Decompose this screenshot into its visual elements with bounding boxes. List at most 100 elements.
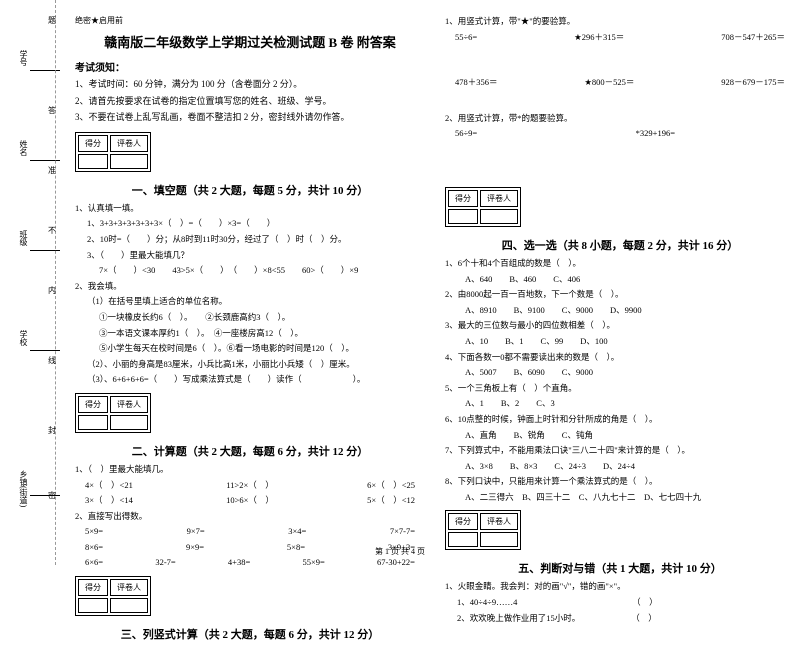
question: 8、下列口诀中，只能用来计算一个乘法算式的是（ ）。 <box>445 475 795 489</box>
seal-char: 答 <box>48 105 56 116</box>
score-box: 得分评卷人 <box>75 576 151 616</box>
score-label: 得分 <box>78 396 108 413</box>
notice-heading: 考试须知： <box>75 59 425 74</box>
seal-line <box>55 0 56 565</box>
grader-label: 评卷人 <box>110 135 148 152</box>
calc-item: 5×9= <box>85 525 103 539</box>
calc-item: 56÷9= <box>455 127 477 141</box>
question: 6、10点整的时候，钟面上时针和分针所成的角是（ ）。 <box>445 413 795 427</box>
question: （3）、6+6+6+6=（ ）写成乘法算式是（ ）读作（ ）。 <box>75 373 425 387</box>
exam-title: 赣南版二年级数学上学期过关检测试题 B 卷 附答案 <box>75 32 425 51</box>
question: 2、我会填。 <box>75 280 425 294</box>
calc-item: 5×（ ）<12 <box>367 494 415 508</box>
question: 1、3+3+3+3+3+3+3×（ ）=（ ）×3=（ ） <box>75 217 425 231</box>
question: 1、（ ）里最大能填几。 <box>75 463 425 477</box>
question: 1、6个十和4个百组成的数是（ ）。 <box>445 257 795 271</box>
section-title: 五、判断对与错（共 1 大题，共计 10 分） <box>445 560 795 576</box>
calc-row: 4×（ ）<21 11>2×（ ） 6×（ ）<25 <box>75 479 425 493</box>
section-title: 一、填空题（共 2 大题，每题 5 分，共计 10 分） <box>75 182 425 198</box>
question: （2）、小丽的身高是83厘米，小兵比高1米，小丽比小兵矮（ ）厘米。 <box>75 358 425 372</box>
margin-label: 姓名 <box>18 140 29 156</box>
margin-label: 学号 <box>18 50 29 66</box>
options: A、10 B、1 C、99 D、100 <box>445 335 795 349</box>
calc-item: 6×6= <box>85 556 103 570</box>
calc-item: 32-7= <box>155 556 175 570</box>
score-label: 得分 <box>78 135 108 152</box>
calc-item: 10>6×（ ） <box>226 494 274 508</box>
question: 2、欢欢晚上做作业用了15小时。 （ ） <box>445 612 795 626</box>
question: 7、下列算式中，不能用乘法口诀"三八二十四"来计算的是（ ）。 <box>445 444 795 458</box>
calc-item: *329+196= <box>636 127 675 141</box>
calc-row: 56÷9= *329+196= <box>445 127 795 141</box>
notice-item: 3、不要在试卷上乱写乱画，卷面不整洁扣 2 分，密封线外请勿作答。 <box>75 111 425 124</box>
grader-label: 评卷人 <box>110 579 148 596</box>
score-label: 得分 <box>78 579 108 596</box>
question: 1、火眼金睛。我会判：对的画"√"，错的画"×"。 <box>445 580 795 594</box>
calc-row: 478＋356＝ ★800－525＝ 928－679－175＝ <box>445 76 795 90</box>
question: ⑤小学生每天在校时间是6（ ）。⑥看一场电影的时间是120（ ）。 <box>75 342 425 356</box>
calc-item: 55÷6= <box>455 31 477 45</box>
calc-item: ★296＋315＝ <box>574 31 624 45</box>
seal-char: 准 <box>48 165 56 176</box>
question: 3、最大的三位数与最小的四位数相差（ ）。 <box>445 319 795 333</box>
seal-char: 内 <box>48 285 56 296</box>
grader-label: 评卷人 <box>480 190 518 207</box>
binding-margin: 学号 姓名 班级 学校 乡镇(街道) <box>0 0 70 565</box>
calc-item: 7×7-7= <box>390 525 415 539</box>
calc-item: 3×4= <box>288 525 306 539</box>
calc-item: 3×（ ）<14 <box>85 494 133 508</box>
options: A、1 B、2 C、3 <box>445 397 795 411</box>
calc-item: 4×（ ）<21 <box>85 479 133 493</box>
options: A、5007 B、6090 C、9000 <box>445 366 795 380</box>
calc-item: 9×7= <box>187 525 205 539</box>
question: 4、下面各数一0都不需要读出来的数是（ ）。 <box>445 351 795 365</box>
calc-item: 6×（ ）<25 <box>367 479 415 493</box>
calc-item: 11>2×（ ） <box>226 479 274 493</box>
seal-char: 题 <box>48 15 56 26</box>
score-box: 得分评卷人 <box>75 393 151 433</box>
calc-item: 55×9= <box>302 556 324 570</box>
question: 2、用竖式计算，带*的题要验算。 <box>445 112 795 126</box>
question: 2、由8000起一百一百地数，下一个数是（ ）。 <box>445 288 795 302</box>
options: A、640 B、460 C、406 <box>445 273 795 287</box>
grader-label: 评卷人 <box>110 396 148 413</box>
question: ③一本语文课本厚约1（ ）。 ④一座楼房高12（ ）。 <box>75 327 425 341</box>
page-footer: 第 1 页 共 4 页 <box>0 546 800 557</box>
question: 3、（ ）里最大能填几？ <box>75 249 425 263</box>
score-label: 得分 <box>448 513 478 530</box>
score-box: 得分评卷人 <box>445 510 521 550</box>
grader-label: 评卷人 <box>480 513 518 530</box>
options: A、8910 B、9100 C、9000 D、9900 <box>445 304 795 318</box>
options: A、直角 B、锐角 C、钝角 <box>445 429 795 443</box>
calc-row: 3×（ ）<14 10>6×（ ） 5×（ ）<12 <box>75 494 425 508</box>
calc-item: 928－679－175＝ <box>721 76 785 90</box>
section-title: 二、计算题（共 2 大题，每题 6 分，共计 12 分） <box>75 443 425 459</box>
section-title: 四、选一选（共 8 小题，每题 2 分，共计 16 分） <box>445 237 795 253</box>
score-box: 得分评卷人 <box>75 132 151 172</box>
calc-item: 478＋356＝ <box>455 76 498 90</box>
notice-item: 2、请首先按要求在试卷的指定位置填写您的姓名、班级、学号。 <box>75 95 425 108</box>
score-label: 得分 <box>448 190 478 207</box>
seal-char: 线 <box>48 355 56 366</box>
question: 7×（ ）<30 43>5×（ ） （ ）×8<55 60>（ ）×9 <box>75 264 425 278</box>
question: ①一块橡皮长约6（ ）。 ②长颈鹿高约3（ ）。 <box>75 311 425 325</box>
calc-item: ★800－525＝ <box>584 76 634 90</box>
options: A、二三得六 B、四三十二 C、八九七十二 D、七七四十九 <box>445 491 795 505</box>
seal-char: 封 <box>48 425 56 436</box>
calc-item: 708－547＋265＝ <box>721 31 785 45</box>
calc-row: 55÷6= ★296＋315＝ 708－547＋265＝ <box>445 31 795 45</box>
secret-label: 绝密★启用前 <box>75 15 425 26</box>
question: （1）在括号里填上适合的单位名称。 <box>75 295 425 309</box>
calc-item: 67-30+22= <box>377 556 415 570</box>
question: 1、40÷4÷9……4 （ ） <box>445 596 795 610</box>
seal-char: 不 <box>48 225 56 236</box>
question: 1、用竖式计算，带"★"的要验算。 <box>445 15 795 29</box>
calc-item: 4+38= <box>228 556 250 570</box>
calc-row: 5×9= 9×7= 3×4= 7×7-7= <box>75 525 425 539</box>
question: 2、10时=（ ）分；从8时到11时30分，经过了（ ）时（ ）分。 <box>75 233 425 247</box>
margin-label: 学校 <box>18 330 29 346</box>
calc-row: 6×6= 32-7= 4+38= 55×9= 67-30+22= <box>75 556 425 570</box>
seal-char: 密 <box>48 490 56 501</box>
options: A、3×8 B、8×3 C、24÷3 D、24÷4 <box>445 460 795 474</box>
margin-label: 班级 <box>18 230 29 246</box>
